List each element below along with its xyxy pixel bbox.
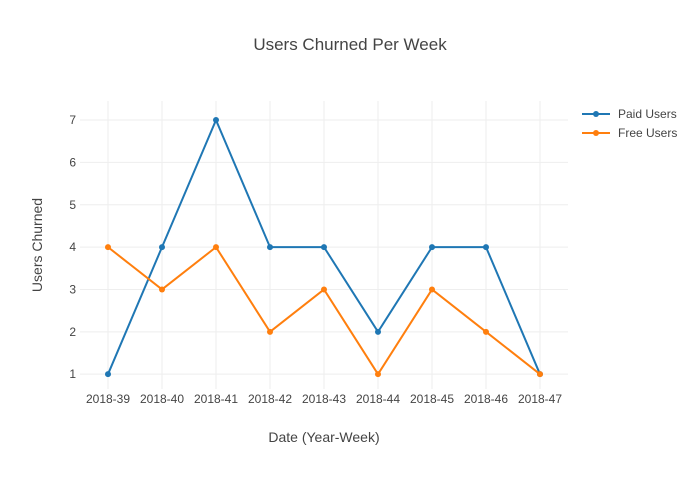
y-axis-title: Users Churned (29, 198, 45, 292)
x-axis-title: Date (Year-Week) (268, 429, 379, 445)
data-point-paid-users[interactable] (105, 371, 111, 378)
legend-item-free-users[interactable]: Free Users (582, 126, 677, 140)
data-point-free-users[interactable] (375, 371, 381, 378)
tick-labels: 1 2 3 4 5 6 7 2018-39 2018-40 2018-41 2018-42 2018-… (69, 113, 562, 406)
data-point-free-users[interactable] (267, 328, 273, 335)
series-layer (105, 117, 543, 378)
data-point-paid-users[interactable] (213, 117, 219, 124)
data-point-paid-users[interactable] (267, 244, 273, 251)
x-tick-label: 2018-41 (194, 392, 238, 406)
legend-label-free-users: Free Users (618, 126, 677, 140)
data-point-paid-users[interactable] (429, 244, 435, 251)
chart-title: Users Churned Per Week (253, 35, 447, 54)
data-point-paid-users[interactable] (321, 244, 327, 251)
data-point-free-users[interactable] (105, 244, 111, 251)
y-tick-label: 2 (69, 325, 76, 339)
data-point-free-users[interactable] (321, 286, 327, 293)
x-tick-label: 2018-45 (410, 392, 454, 406)
legend-label-paid-users: Paid Users (618, 107, 677, 121)
legend: Paid Users Free Users (582, 107, 677, 140)
data-point-paid-users[interactable] (159, 244, 165, 251)
series-free-users (105, 244, 543, 378)
x-tick-label: 2018-43 (302, 392, 346, 406)
y-tick-label: 1 (69, 367, 76, 381)
data-point-paid-users[interactable] (375, 328, 381, 335)
legend-item-paid-users[interactable]: Paid Users (582, 107, 677, 121)
y-tick-label: 6 (69, 155, 76, 169)
y-tick-label: 4 (69, 240, 76, 254)
y-tick-label: 7 (69, 113, 76, 127)
x-tick-label: 2018-42 (248, 392, 292, 406)
y-tick-label: 3 (69, 282, 76, 296)
legend-marker-paid-users (593, 111, 599, 117)
data-point-free-users[interactable] (159, 286, 165, 293)
data-point-paid-users[interactable] (483, 244, 489, 251)
data-point-free-users[interactable] (213, 244, 219, 251)
x-tick-label: 2018-40 (140, 392, 184, 406)
data-point-free-users[interactable] (537, 371, 543, 378)
x-tick-label: 2018-39 (86, 392, 130, 406)
legend-marker-free-users (593, 130, 599, 136)
data-point-free-users[interactable] (429, 286, 435, 293)
y-tick-label: 5 (69, 198, 76, 212)
x-tick-label: 2018-47 (518, 392, 562, 406)
data-point-free-users[interactable] (483, 328, 489, 335)
x-tick-label: 2018-46 (464, 392, 508, 406)
x-tick-label: 2018-44 (356, 392, 400, 406)
